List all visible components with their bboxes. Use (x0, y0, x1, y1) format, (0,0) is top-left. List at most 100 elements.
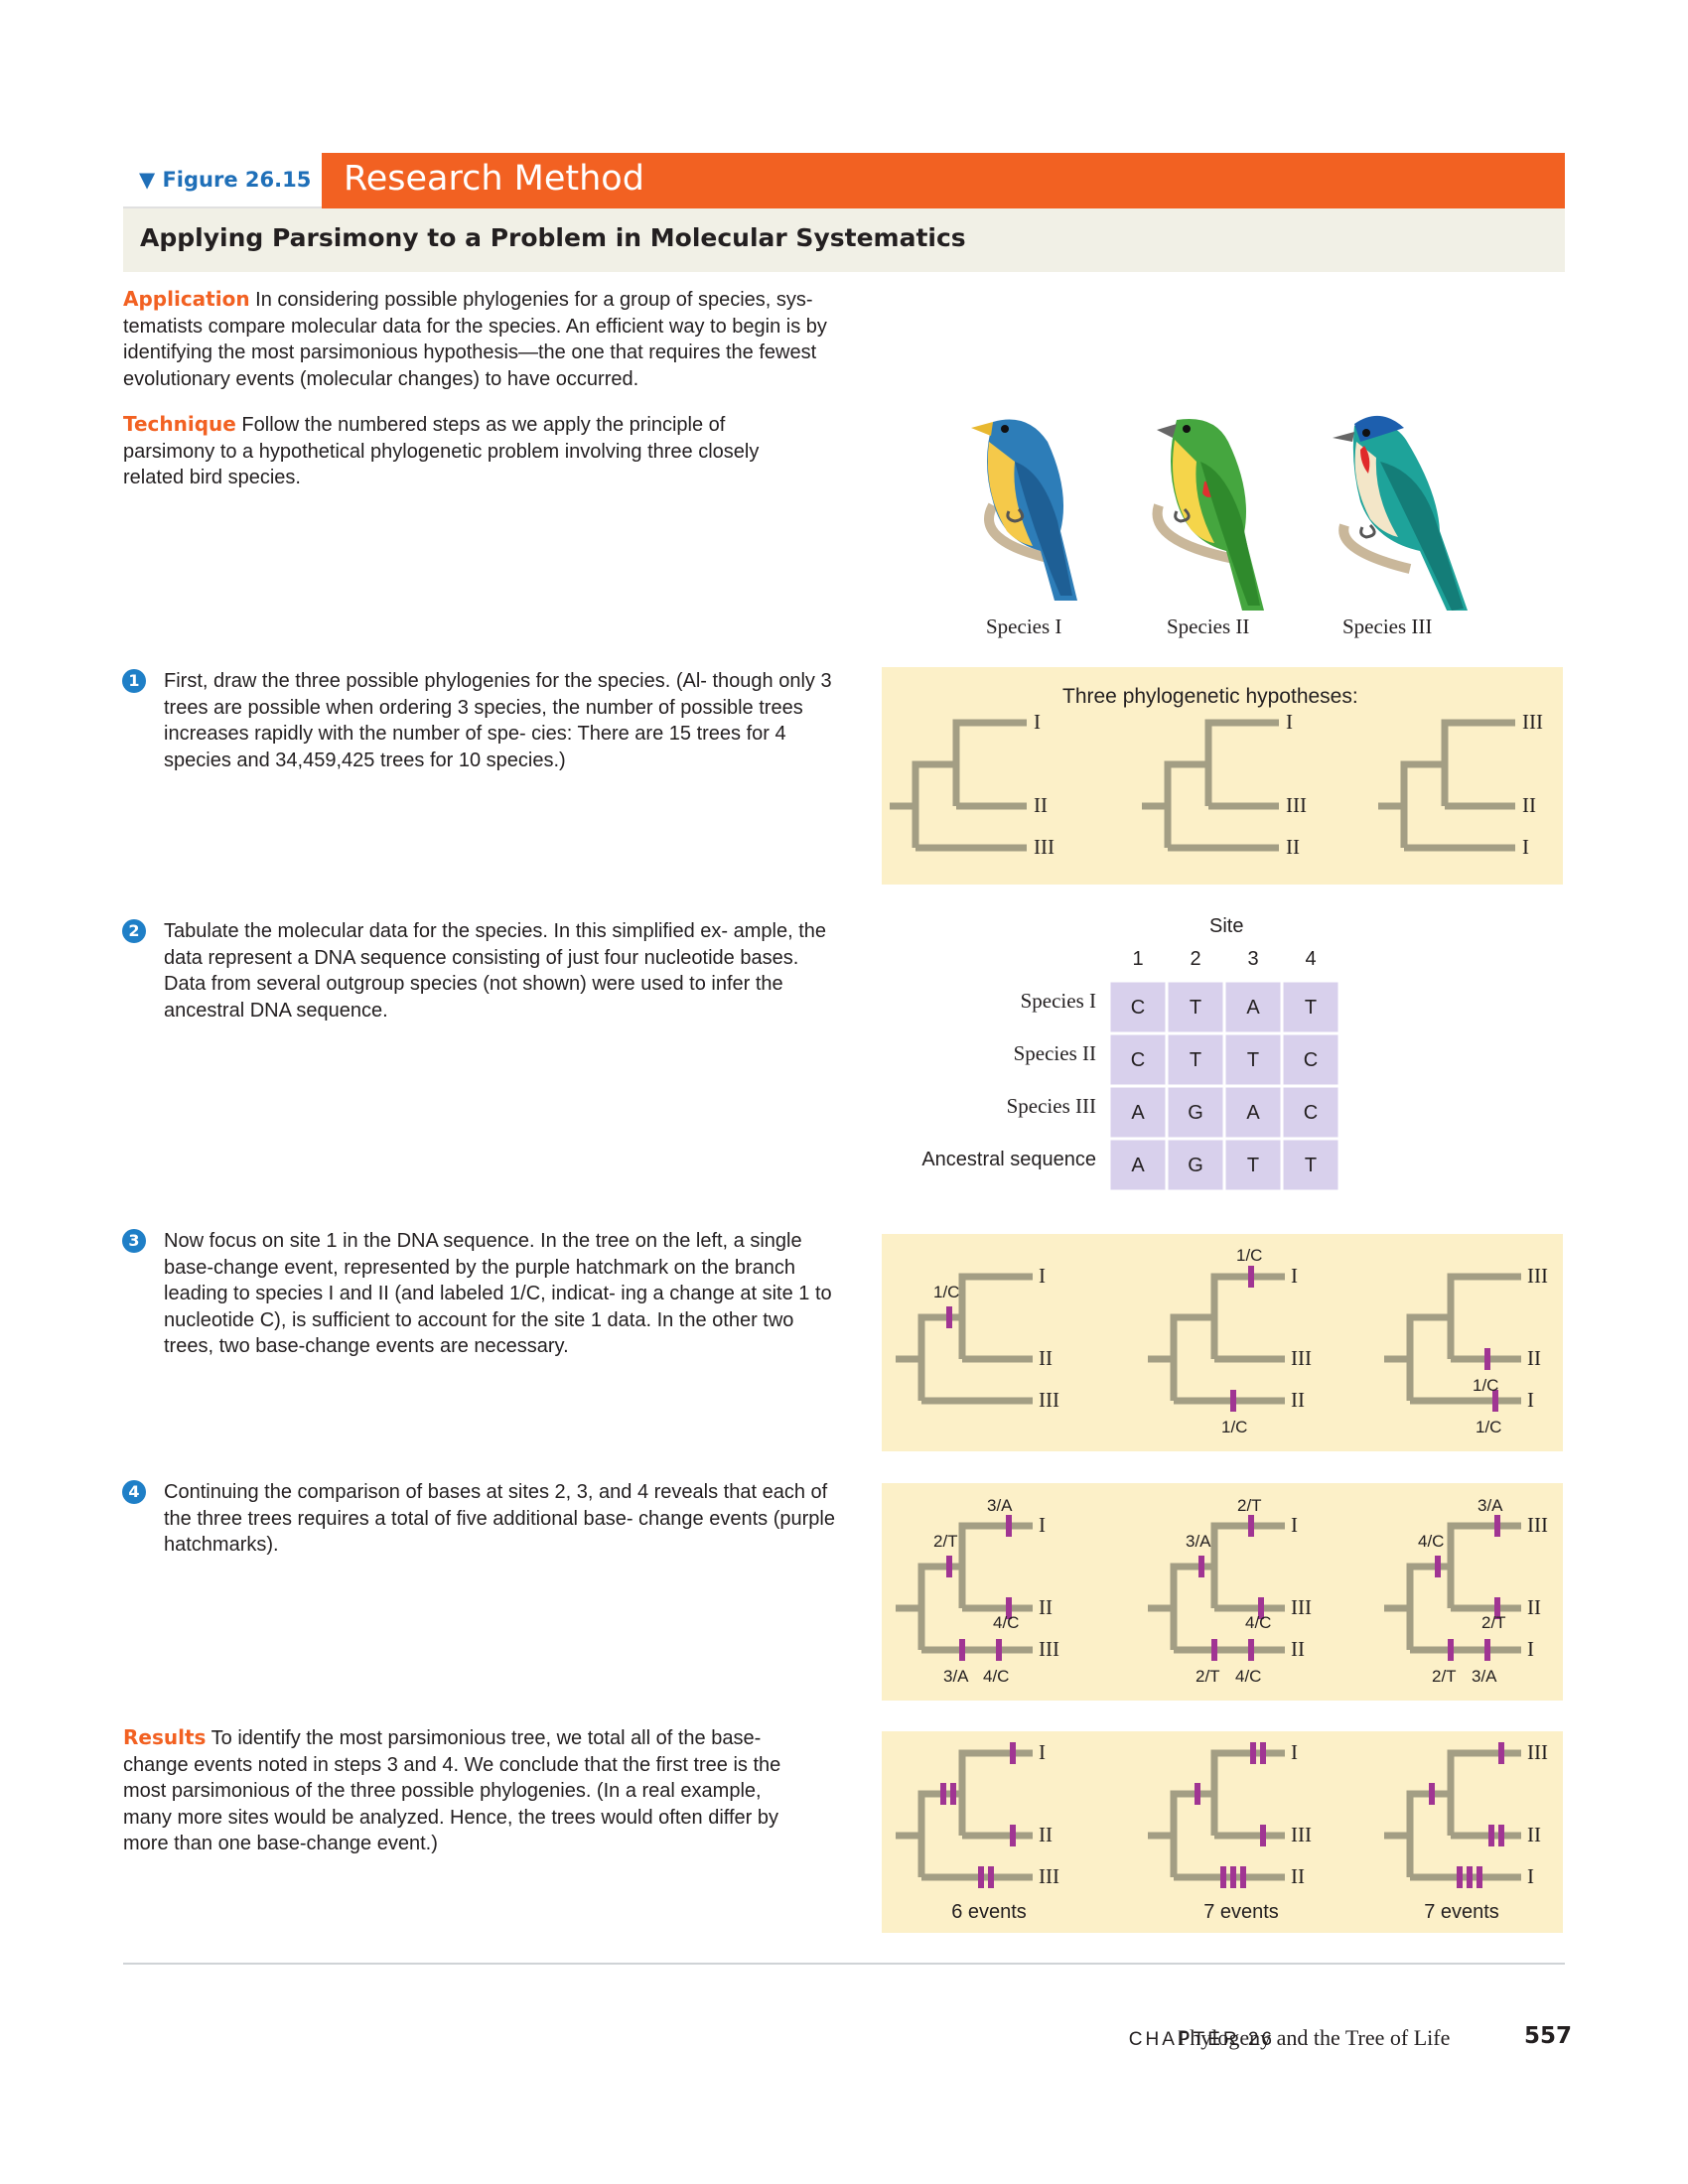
p4-t1-label-3: 4/C (993, 1613, 1019, 1632)
step-3-text: Now focus on site 1 in the DNA sequence.… (164, 1230, 832, 1357)
p4-t1-leaf-1: I (1039, 1513, 1046, 1537)
p4-t3-label-1: 3/A (1477, 1496, 1503, 1515)
p5-t2-leaf-3: II (1291, 1864, 1305, 1888)
p4-t1-label-1: 3/A (987, 1496, 1013, 1515)
base: A (1246, 997, 1260, 1019)
step-1: 1 First, draw the three possible phyloge… (122, 668, 839, 773)
base: T (1190, 1049, 1201, 1071)
figure-subtitle: Applying Parsimony to a Problem in Molec… (140, 223, 966, 252)
site-3: 3 (1247, 948, 1258, 970)
p5-t3-leaf-2: II (1527, 1823, 1541, 1846)
figure-label: ▼ Figure 26.15 (139, 168, 312, 192)
table-row: Species II C T T C (1014, 1031, 1341, 1088)
base: T (1305, 1155, 1317, 1176)
base: C (1131, 997, 1145, 1019)
p3-t1-leaf-1: I (1039, 1264, 1046, 1288)
results-keyword: Results (123, 1725, 207, 1749)
cell (1222, 1084, 1284, 1141)
p5-t3-leaf-1: III (1527, 1740, 1548, 1764)
p4-t2-label-1: 2/T (1237, 1496, 1262, 1515)
base: C (1304, 1049, 1318, 1071)
table-row: Species III A G A C (1007, 1084, 1341, 1141)
bird-species-ii (1152, 418, 1264, 611)
technique-text: Follow the numbered steps as we apply th… (123, 414, 760, 488)
step-number-1: 1 (122, 669, 146, 693)
step-4-text: Continuing the comparison of bases at si… (164, 1481, 835, 1556)
p4-t2-leaf-1: I (1291, 1513, 1298, 1537)
bird-species-i (971, 419, 1077, 601)
p4-t1-label-5: 4/C (983, 1667, 1009, 1686)
p1-t3-leaf-3: I (1522, 835, 1529, 859)
p5-t1-total: 6 events (951, 1901, 1027, 1923)
page-number: 557 (1524, 2023, 1573, 2049)
p1-t2-leaf-1: I (1286, 710, 1293, 734)
p5-tree-2: I III II 7 events (1148, 1740, 1312, 1923)
site-1: 1 (1132, 948, 1143, 970)
p1-t3-leaf-1: III (1522, 710, 1543, 734)
header-bar (123, 153, 1565, 208)
p5-t1-leaf-2: II (1039, 1823, 1053, 1846)
p1-t1-leaf-2: II (1034, 793, 1048, 817)
base: T (1247, 1155, 1259, 1176)
panel5-trees: I II III 6 events I III II 7 events III … (896, 1740, 1548, 1923)
p1-t1-leaf-3: III (1034, 835, 1055, 859)
panel4-trees: 3/A 2/T 4/C 3/A 4/C I II III 2/T 3/A 4/C… (896, 1496, 1548, 1686)
application-paragraph: Application In considering possible phyl… (123, 286, 878, 392)
figure-label-box: ▼ Figure 26.15 (123, 153, 322, 208)
p3-t2-label-1: 1/C (1236, 1246, 1262, 1265)
p3-t1-leaf-3: III (1039, 1388, 1059, 1412)
p4-tree-2: 2/T 3/A 4/C 2/T 4/C I III II (1148, 1496, 1312, 1686)
base: T (1247, 1049, 1259, 1071)
p3-tree-1: 1/C I II III (896, 1264, 1059, 1412)
p1-t2-leaf-2: III (1286, 793, 1307, 817)
base: T (1190, 997, 1201, 1019)
p5-t1-leaf-1: I (1039, 1740, 1046, 1764)
p4-t2-leaf-3: II (1291, 1637, 1305, 1661)
p3-t3-label-1: 1/C (1473, 1376, 1498, 1395)
results-text: To identify the most parsimonious tree, … (123, 1727, 781, 1854)
cell (1165, 979, 1226, 1035)
p5-tree-1: I II III 6 events (896, 1740, 1059, 1923)
results-paragraph: Results To identify the most parsimoniou… (123, 1724, 808, 1857)
panel3-trees: 1/C I II III 1/C 1/C I III II 1/C 1/C II… (896, 1246, 1548, 1436)
base: A (1131, 1102, 1145, 1124)
p1-t1-leaf-1: I (1034, 710, 1041, 734)
p3-t3-leaf-2: II (1527, 1346, 1541, 1370)
p3-t1-label: 1/C (933, 1283, 959, 1301)
p4-t3-leaf-1: III (1527, 1513, 1548, 1537)
base: G (1188, 1102, 1203, 1124)
p4-t1-label-4: 3/A (943, 1667, 969, 1686)
p4-tree-1: 3/A 2/T 4/C 3/A 4/C I II III (896, 1496, 1059, 1686)
p4-t2-label-5: 4/C (1235, 1667, 1261, 1686)
p5-t2-total: 7 events (1203, 1901, 1279, 1923)
row-name-ancestral: Ancestral sequence (921, 1149, 1096, 1170)
p5-t2-leaf-2: III (1291, 1823, 1312, 1846)
p1-t3-leaf-2: II (1522, 793, 1536, 817)
p4-t2-label-3: 4/C (1245, 1613, 1271, 1632)
bird-species-iii (1333, 415, 1468, 611)
p3-t2-leaf-1: I (1291, 1264, 1298, 1288)
step-3: 3 Now focus on site 1 in the DNA sequenc… (122, 1228, 839, 1360)
p4-t3-label-2: 4/C (1418, 1532, 1444, 1551)
p5-t3-leaf-3: I (1527, 1864, 1534, 1888)
p4-t3-label-4: 2/T (1432, 1667, 1457, 1686)
site-2: 2 (1190, 948, 1200, 970)
p4-t3-label-3: 2/T (1481, 1613, 1506, 1632)
table-site-label: Site (1209, 915, 1244, 937)
p4-t1-leaf-2: II (1039, 1595, 1053, 1619)
p5-t1-leaf-3: III (1039, 1864, 1059, 1888)
p3-tree-3: 1/C 1/C III II I (1384, 1264, 1548, 1436)
step-number-2: 2 (122, 919, 146, 943)
p1-tree-3: III II I (1378, 710, 1543, 859)
footer-chapter: CHAPTER 26 (1128, 2029, 1275, 2050)
application-keyword: Application (123, 287, 250, 311)
subtitle-bar (123, 208, 1565, 272)
step-2-text: Tabulate the molecular data for the spec… (164, 920, 827, 1022)
step-number-4: 4 (122, 1480, 146, 1504)
species-label-ii: Species II (1167, 614, 1250, 638)
p5-t2-leaf-1: I (1291, 1740, 1298, 1764)
p4-t3-leaf-3: I (1527, 1637, 1534, 1661)
p3-t2-leaf-2: III (1291, 1346, 1312, 1370)
row-name-species-i: Species I (1021, 989, 1096, 1013)
panel1-title: Three phylogenetic hypotheses: (1062, 685, 1358, 708)
